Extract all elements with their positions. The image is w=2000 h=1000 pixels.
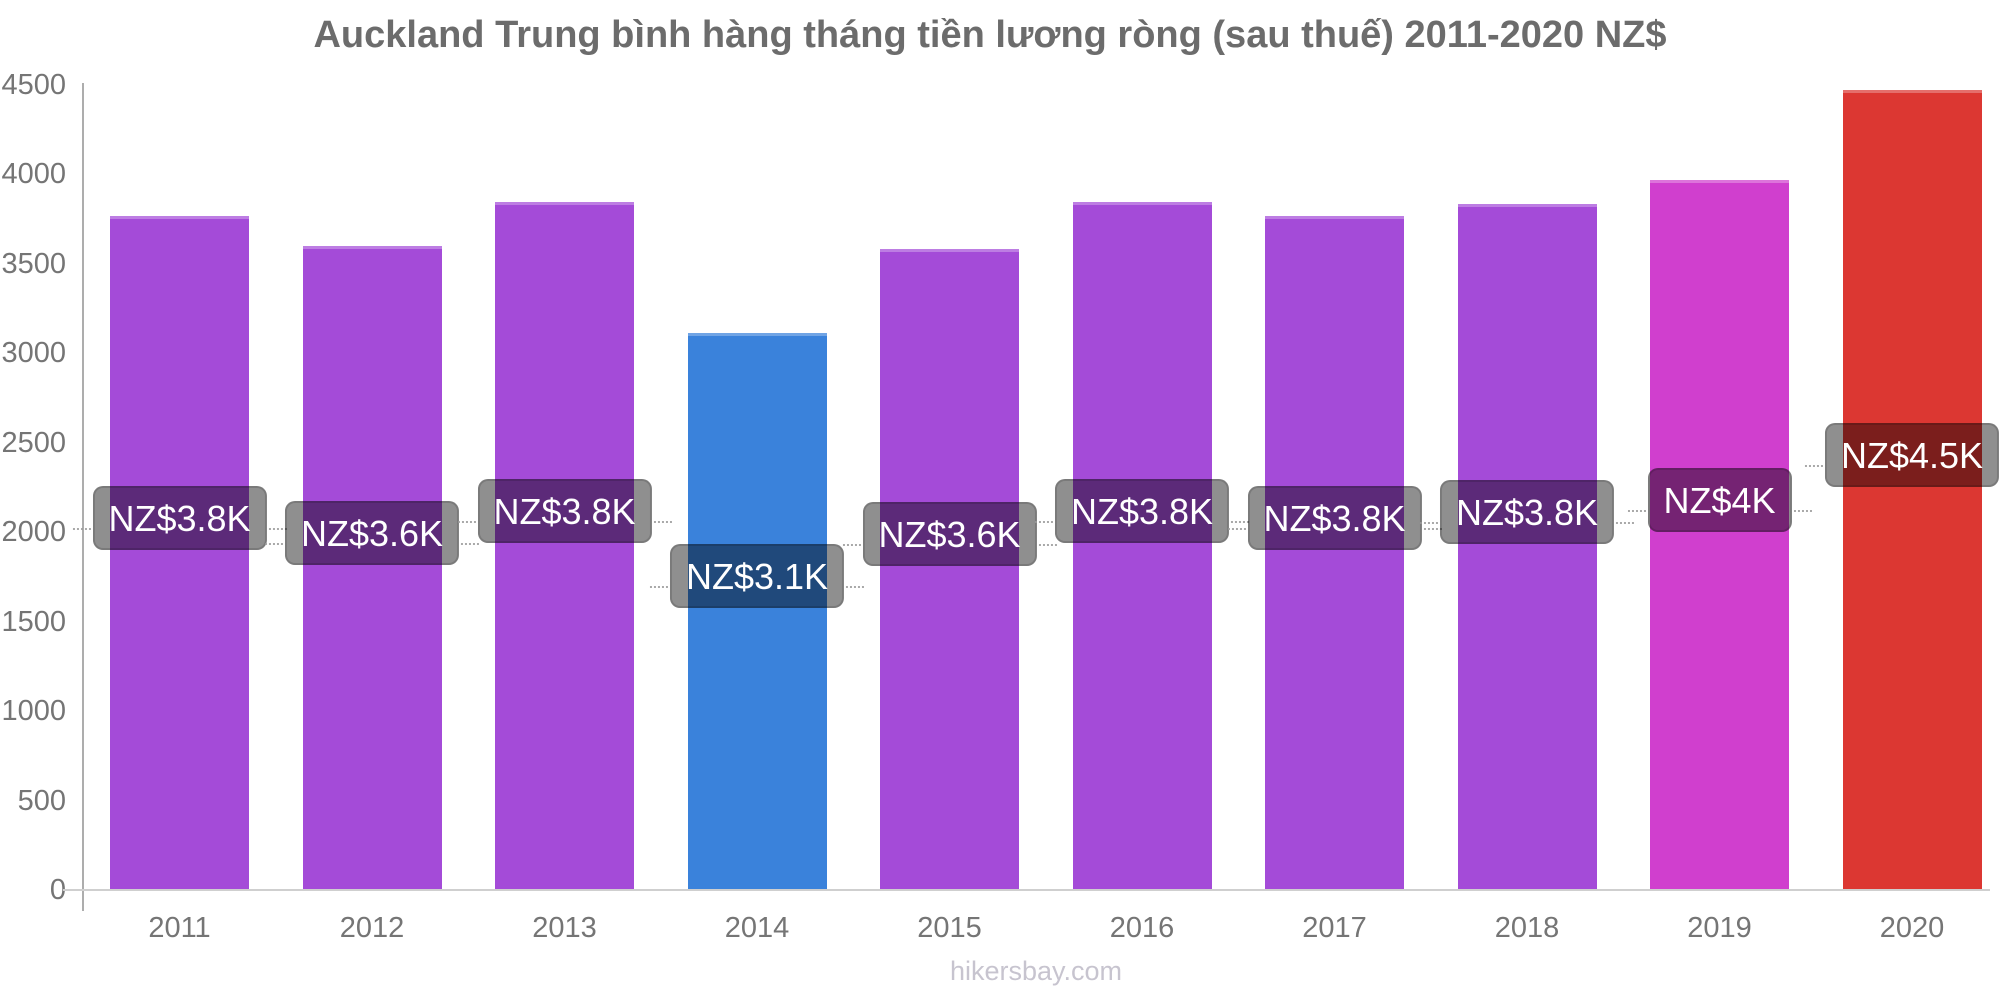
bar-2013[interactable] — [495, 202, 634, 890]
x-tick-label-2020: 2020 — [1879, 912, 1945, 944]
bar-2015[interactable] — [880, 248, 1019, 890]
value-label-2016: NZ$3.8K — [1034, 479, 1250, 544]
bar-2017[interactable] — [1265, 215, 1404, 890]
x-tick-label-2017: 2017 — [1302, 912, 1367, 944]
y-axis-line — [82, 83, 84, 911]
y-tick-label-1500: 1500 — [1, 605, 66, 638]
y-tick-label-4000: 4000 — [1, 158, 66, 191]
y-tick-label-2500: 2500 — [1, 426, 66, 459]
value-label-2020: NZ$4.5K — [1804, 423, 2000, 488]
value-label-2012: NZ$3.6K — [264, 501, 480, 565]
value-label-2015: NZ$3.6K — [842, 502, 1057, 567]
y-tick-label-3000: 3000 — [1, 337, 66, 370]
watermark-link[interactable]: hikersbay.com — [949, 956, 1123, 986]
bar-2011[interactable] — [110, 216, 249, 890]
bar-2012[interactable] — [302, 246, 442, 890]
x-tick-label-2013: 2013 — [532, 912, 597, 944]
bar-2016[interactable] — [1072, 202, 1212, 890]
y-tick-label-0: 0 — [49, 874, 66, 906]
x-tick-label-2012: 2012 — [339, 912, 405, 944]
y-tick-label-4500: 4500 — [1, 69, 66, 101]
chart-title: Auckland Trung bình hàng tháng tiền lươn… — [313, 14, 1667, 56]
y-tick-label-2000: 2000 — [1, 516, 66, 549]
value-label-2013: NZ$3.8K — [457, 479, 672, 544]
value-label-2014: NZ$3.1K — [649, 544, 865, 609]
bar-2018[interactable] — [1457, 203, 1597, 890]
bar-2020[interactable] — [1842, 90, 1982, 890]
value-label-2018: NZ$3.8K — [1419, 479, 1635, 544]
x-tick-label-2019: 2019 — [1687, 912, 1752, 944]
x-tick-label-2015: 2015 — [917, 912, 982, 944]
x-tick-label-2018: 2018 — [1494, 912, 1560, 944]
bar-2019[interactable] — [1650, 179, 1789, 890]
value-label-2017: NZ$3.8K — [1227, 485, 1442, 550]
value-label-2019: NZ$4K — [1627, 467, 1812, 532]
bar-2014[interactable] — [687, 332, 827, 890]
x-tick-label-2011: 2011 — [148, 912, 211, 944]
x-tick-label-2014: 2014 — [724, 912, 790, 944]
y-tick-label-3500: 3500 — [1, 247, 66, 280]
y-tick-label-500: 500 — [17, 784, 66, 817]
y-tick-label-1000: 1000 — [1, 695, 66, 728]
value-label-2011: NZ$3.8K — [72, 486, 287, 551]
x-tick-label-2016: 2016 — [1109, 912, 1175, 944]
x-axis-baseline — [63, 889, 1990, 891]
